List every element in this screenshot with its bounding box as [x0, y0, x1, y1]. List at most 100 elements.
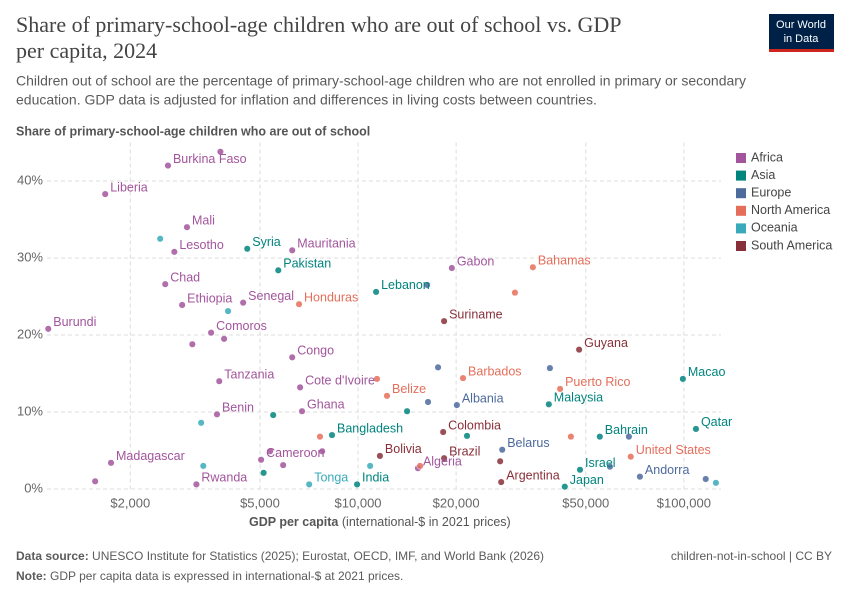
point	[328, 431, 336, 439]
point	[416, 462, 424, 470]
point	[274, 266, 282, 274]
point-label: Cameroon	[266, 446, 324, 460]
point	[224, 307, 232, 315]
y-tick-label: 40%	[17, 172, 43, 187]
point-label: Liberia	[110, 180, 148, 194]
point	[383, 392, 391, 400]
point-label: Chad	[170, 270, 200, 284]
chart-title: Share of primary-school-age children who…	[16, 12, 621, 37]
point	[107, 459, 115, 467]
point	[295, 300, 303, 308]
x-tick-label: $5,000	[240, 495, 280, 510]
point-label: Brazil	[449, 444, 480, 458]
points	[44, 148, 720, 491]
chart-title: per capita, 2024	[16, 38, 157, 63]
point	[576, 466, 584, 474]
point-label: Argentina	[506, 468, 560, 482]
point	[440, 454, 448, 462]
point	[366, 462, 374, 470]
point-label: Ghana	[307, 398, 345, 412]
point-label: Barbados	[468, 364, 522, 378]
point	[372, 288, 380, 296]
point	[156, 235, 164, 243]
point	[316, 433, 324, 441]
point	[434, 363, 442, 371]
point-label: Andorra	[645, 463, 690, 477]
y-axis-title: Share of primary-school-age children who…	[16, 124, 370, 138]
logo-text: Our World	[776, 19, 826, 31]
legend-swatch	[736, 241, 746, 251]
point	[459, 374, 467, 382]
point-label: Bahamas	[538, 254, 591, 268]
point	[606, 463, 614, 471]
legend-swatch	[736, 205, 746, 216]
point-label: Belarus	[507, 436, 549, 450]
point-label: Lesotho	[179, 238, 224, 252]
point-label: Pakistan	[283, 257, 331, 271]
point	[636, 473, 644, 481]
x-axis-title-main: GDP per capita	[249, 515, 339, 529]
point-label: Bahrain	[605, 423, 648, 437]
x-tick-label: $10,000	[335, 495, 382, 510]
point-label: Gabon	[457, 254, 495, 268]
point-label: Belize	[392, 382, 426, 396]
point-label: Bolivia	[385, 442, 422, 456]
point	[91, 477, 99, 485]
point	[279, 461, 287, 469]
point	[561, 483, 569, 491]
point	[220, 335, 228, 343]
point-label: Rwanda	[201, 471, 247, 485]
point	[298, 407, 306, 415]
point	[101, 190, 109, 198]
note-text: GDP per capita data is expressed in inte…	[50, 569, 403, 583]
legend-label: Asia	[751, 168, 775, 182]
point	[178, 301, 186, 309]
y-tick-label: 30%	[17, 249, 43, 264]
x-axis-title: GDP per capita (international-$ in 2021 …	[249, 515, 511, 529]
note: Note: GDP per capita data is expressed i…	[16, 569, 403, 583]
point	[288, 353, 296, 361]
point-label: Malaysia	[554, 391, 603, 405]
point-label: Macao	[688, 365, 726, 379]
point	[440, 317, 448, 325]
point	[511, 289, 519, 297]
point	[497, 478, 505, 486]
point	[424, 398, 432, 406]
subtitle: Children out of school are the percentag…	[16, 73, 746, 89]
point	[712, 479, 720, 487]
point	[373, 375, 381, 383]
point	[692, 425, 700, 433]
point-label: Puerto Rico	[565, 375, 630, 389]
point	[448, 264, 456, 272]
legend-swatch	[736, 170, 746, 181]
point	[269, 411, 277, 419]
point-label: Albania	[462, 391, 504, 405]
point	[498, 446, 506, 454]
legend-swatch	[736, 188, 746, 199]
point	[199, 462, 207, 470]
point	[213, 410, 221, 418]
point	[702, 475, 710, 483]
logo-bar	[769, 49, 834, 52]
point	[627, 453, 635, 461]
point-label: Japan	[570, 473, 604, 487]
point	[192, 480, 200, 488]
x-tick-label: $50,000	[562, 495, 609, 510]
point-label: Honduras	[304, 290, 358, 304]
point	[463, 432, 471, 440]
x-tick-label: $100,000	[657, 495, 711, 510]
point-label: Benin	[222, 401, 254, 415]
point	[496, 457, 504, 465]
point	[296, 383, 304, 391]
point	[439, 428, 447, 436]
point	[453, 401, 461, 409]
point	[260, 469, 268, 477]
point-label: Bangladesh	[337, 421, 403, 435]
point-label: Colombia	[448, 418, 501, 432]
point	[170, 248, 178, 256]
point	[216, 148, 224, 156]
point-label: Lebanon	[381, 278, 430, 292]
logo	[769, 14, 834, 52]
point-label: United States	[636, 443, 711, 457]
